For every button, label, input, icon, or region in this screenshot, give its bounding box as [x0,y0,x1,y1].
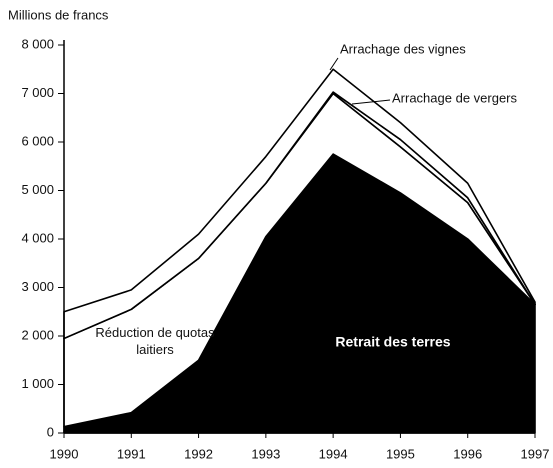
y-tick-label: 6 000 [21,133,54,148]
series-label: Arrachage des vignes [340,41,466,56]
y-tick-label: 0 [47,424,54,439]
y-tick-label: 3 000 [21,279,54,294]
leader-line [351,99,391,105]
y-tick-label: 7 000 [21,85,54,100]
x-tick-label: 1993 [251,446,280,461]
area [63,68,536,340]
series-label: Retrait des terres [335,334,450,350]
x-tick-label: 1995 [386,446,415,461]
x-tick-label: 1997 [521,446,550,461]
x-tick-label: 1990 [50,446,79,461]
x-tick-label: 1996 [453,446,482,461]
y-tick-label: 5 000 [21,182,54,197]
series-label: Arrachage de vergers [392,90,518,105]
y-axis-label: Millions de francs [8,7,109,22]
y-tick-label: 4 000 [21,230,54,245]
x-tick-label: 1992 [184,446,213,461]
series-label: Réduction de quotas laitiers [95,325,215,357]
x-tick-label: 1994 [319,446,348,461]
y-tick-label: 2 000 [21,327,54,342]
leader-line [329,57,339,71]
y-tick-label: 1 000 [21,376,54,391]
x-tick-label: 1991 [117,446,146,461]
y-tick-label: 8 000 [21,36,54,51]
